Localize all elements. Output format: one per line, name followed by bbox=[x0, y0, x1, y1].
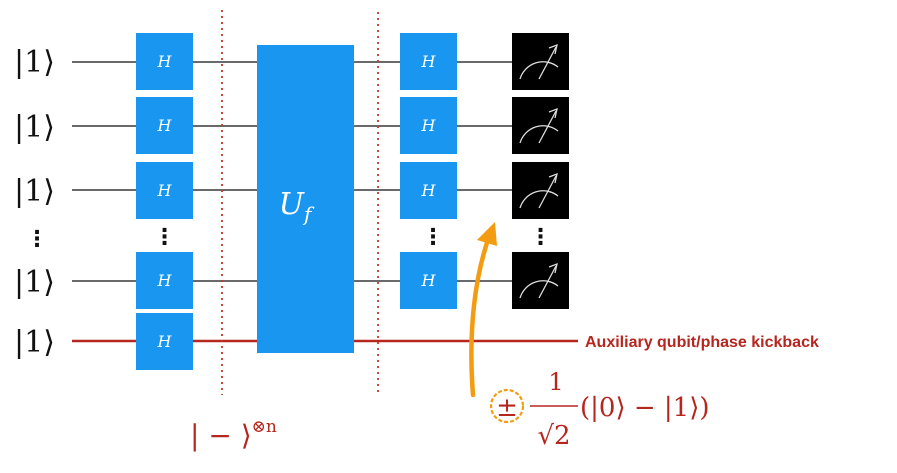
oracle-gate: Uf bbox=[257, 45, 354, 353]
auxiliary-qubit-label: Auxiliary qubit/phase kickback bbox=[585, 334, 819, 351]
hadamard-label: H bbox=[421, 181, 437, 200]
hadamard-column-2: H H H H ⋮ bbox=[400, 33, 457, 309]
measurement-column: ⋮ bbox=[512, 33, 569, 309]
qubit-label-3: |1⟩ bbox=[14, 174, 55, 209]
meter-icon bbox=[512, 252, 569, 309]
sign-highlight-circle bbox=[489, 388, 525, 424]
kickback-arrowhead-icon bbox=[477, 222, 497, 246]
hadamard-label: H bbox=[157, 271, 173, 290]
hadamard-gate bbox=[400, 97, 457, 154]
hadamard-label: H bbox=[157, 332, 173, 351]
hadamard-label: H bbox=[421, 271, 437, 290]
hadamard-column-1: H H H H H ⋮ bbox=[136, 33, 193, 370]
hadamard-gate bbox=[136, 313, 193, 370]
qubit-ellipsis: ⋮ bbox=[26, 227, 48, 252]
hadamard-label: H bbox=[421, 52, 437, 71]
column-ellipsis: ⋮ bbox=[154, 225, 176, 250]
hadamard-gate bbox=[400, 252, 457, 309]
qubit-label-4: |1⟩ bbox=[14, 265, 55, 300]
oracle-box bbox=[257, 45, 354, 353]
hadamard-label: H bbox=[157, 116, 173, 135]
hadamard-label: H bbox=[421, 116, 437, 135]
kickback-state: (|0⟩ − |1⟩) bbox=[580, 393, 710, 423]
qubit-label-1: |1⟩ bbox=[14, 45, 55, 80]
kickback-sign: ± bbox=[496, 393, 518, 423]
hadamard-gate bbox=[400, 162, 457, 219]
kickback-denominator: √2 bbox=[537, 421, 570, 451]
minus-state-label: | − ⟩⊗n bbox=[190, 417, 277, 452]
meter-icon bbox=[512, 162, 569, 219]
hadamard-gate bbox=[136, 162, 193, 219]
hadamard-gate bbox=[136, 252, 193, 309]
hadamard-label: H bbox=[157, 52, 173, 71]
column-ellipsis: ⋮ bbox=[530, 225, 552, 250]
kickback-numerator: 1 bbox=[548, 368, 563, 396]
hadamard-label: H bbox=[157, 181, 173, 200]
meter-icon bbox=[512, 97, 569, 154]
hadamard-gate bbox=[136, 33, 193, 90]
meter-icon bbox=[512, 33, 569, 90]
qubit-labels: |1⟩ |1⟩ |1⟩ ⋮ |1⟩ |1⟩ bbox=[14, 45, 55, 360]
kickback-arrow bbox=[469, 231, 493, 398]
column-ellipsis: ⋮ bbox=[422, 225, 444, 250]
qubit-label-ancilla: |1⟩ bbox=[14, 325, 55, 360]
hadamard-gate bbox=[400, 33, 457, 90]
qubit-label-2: |1⟩ bbox=[14, 110, 55, 145]
hadamard-gate bbox=[136, 97, 193, 154]
